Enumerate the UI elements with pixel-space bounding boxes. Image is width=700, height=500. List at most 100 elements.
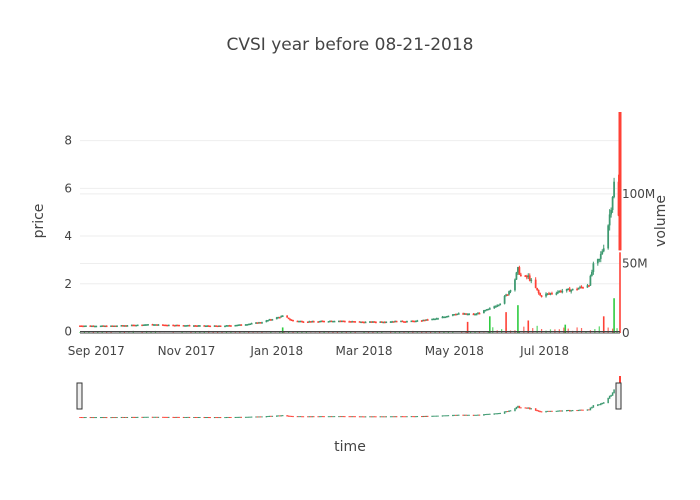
candle-body (519, 274, 522, 277)
candle-body (309, 321, 312, 323)
candle-body (462, 313, 465, 315)
x-tick-label: Mar 2018 (336, 344, 393, 358)
volume-tick-label: 50M (622, 256, 648, 270)
candle-body (515, 272, 518, 280)
price-candles[interactable] (79, 112, 622, 328)
candle-body (364, 321, 367, 324)
candle-body (147, 324, 149, 326)
candle-body (256, 322, 259, 324)
volume-bar (216, 331, 219, 333)
candle-body (132, 324, 135, 327)
chart-title: CVSI year before 08-21-2018 (227, 35, 474, 55)
volume-bar (447, 331, 449, 333)
candle-body (463, 313, 466, 315)
volume-bar (381, 331, 383, 333)
volume-bar (492, 327, 494, 333)
volume-bar (576, 327, 578, 333)
volume-bar (154, 330, 157, 333)
candle-body (332, 320, 334, 323)
candle-body (537, 290, 540, 294)
candle-body (380, 321, 383, 323)
candle-body (451, 314, 454, 316)
candle-body (145, 324, 148, 326)
volume-bar (585, 331, 587, 333)
candle-body (249, 323, 252, 326)
range-slider-left-handle[interactable] (76, 382, 83, 410)
volume-bar (319, 331, 321, 333)
volume-bar (523, 326, 525, 333)
candle-body (360, 321, 362, 324)
candle-body (351, 321, 354, 323)
candle-body (549, 293, 552, 295)
volume-bar (332, 331, 334, 333)
candle-body (561, 290, 564, 293)
candle-body (321, 320, 324, 323)
candle-body (589, 275, 592, 286)
candle-body (89, 325, 92, 327)
candle-body (246, 324, 249, 326)
volume-bar (141, 331, 143, 333)
candle-body (82, 325, 84, 328)
candle-body (122, 325, 124, 327)
volume-bar (616, 328, 618, 333)
candle-body (348, 321, 351, 323)
candle-body (182, 325, 185, 327)
range-slider-right-handle[interactable] (615, 382, 622, 410)
candle-body (434, 318, 436, 321)
candle-body (444, 316, 447, 319)
volume-bar (150, 331, 152, 333)
volume-bar (580, 328, 583, 333)
candle-body (465, 313, 468, 315)
volume-bar (466, 321, 469, 333)
candle-body (110, 325, 112, 328)
volume-axis-ticks: 0 50M 100M (622, 187, 655, 340)
candle-body (240, 324, 243, 326)
candle-body (258, 322, 260, 324)
candle-body (338, 320, 340, 323)
candle-body (559, 290, 562, 293)
candle-body (414, 320, 417, 323)
candle-body (389, 321, 392, 323)
volume-bar (469, 331, 472, 333)
candle-body (483, 310, 485, 314)
candle-body (163, 324, 166, 327)
candle-body (514, 279, 516, 291)
candle-body (517, 267, 519, 273)
x-axis-ticks: Sep 2017 Nov 2017 Jan 2018 Mar 2018 May 2018… (68, 344, 569, 358)
candle-body (116, 325, 118, 328)
candle-body (607, 225, 610, 249)
candle-body (582, 287, 584, 289)
candle-body (363, 321, 365, 324)
candle-body (343, 320, 346, 323)
candle-body (435, 318, 438, 320)
candle-body (580, 286, 583, 289)
candle-body (228, 325, 231, 327)
candle-body (354, 321, 357, 323)
candle-body (317, 321, 320, 323)
candle-body (558, 290, 561, 293)
candle-body (457, 313, 460, 315)
candle-body (157, 324, 160, 326)
volume-bar (261, 331, 263, 333)
candle-body (215, 325, 217, 327)
volume-tick-label: 0 (622, 326, 630, 340)
volume-bar (110, 331, 112, 333)
candle-body (136, 324, 139, 327)
volume-bar (602, 316, 605, 333)
y-tick-label: 4 (64, 229, 72, 243)
candle-body (551, 293, 553, 295)
volume-bar (598, 326, 600, 333)
range-slider[interactable] (76, 372, 622, 420)
candle-body (299, 320, 302, 323)
candle-body (301, 320, 303, 323)
candle-body (234, 325, 237, 327)
candle-body (571, 288, 574, 291)
candle-body (579, 286, 581, 289)
candle-body (193, 325, 195, 327)
candle-body (369, 321, 371, 323)
candle-body (352, 321, 355, 323)
candle-body (349, 321, 352, 323)
volume-bar (97, 331, 99, 333)
range-slider-background (80, 372, 620, 420)
